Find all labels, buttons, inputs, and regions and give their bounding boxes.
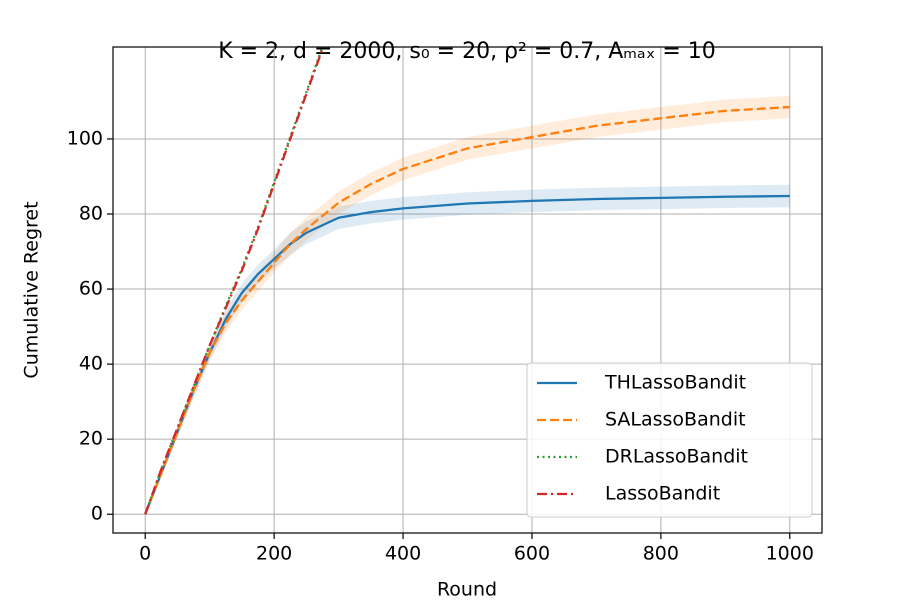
y-tick-label: 0 [91, 503, 103, 525]
x-tick-label: 200 [256, 543, 292, 565]
y-tick-label: 40 [79, 353, 103, 375]
series-line [144, 105, 790, 515]
ticks: 0 200 400 600 800 1000 0 20 40 60 80 100 [67, 127, 814, 564]
plot-area [144, 47, 790, 515]
y-axis-label: Cumulative Regret [21, 201, 43, 378]
series-line [144, 48, 324, 515]
x-tick-label: 800 [643, 543, 679, 565]
grid [113, 47, 822, 533]
x-tick-label: 400 [385, 543, 421, 565]
y-tick-label: 60 [79, 278, 103, 300]
legend: THLassoBandit SALassoBandit DRLassoBandit L… [526, 362, 813, 518]
axes-frame [112, 46, 823, 534]
x-tick-label: 1000 [766, 543, 814, 565]
legend-label: SALassoBandit [605, 409, 746, 431]
legend-label: LassoBandit [605, 483, 720, 505]
legend-label: THLassoBandit [604, 372, 746, 394]
y-tick-label: 80 [79, 203, 103, 225]
legend-label: DRLassoBandit [605, 446, 748, 468]
x-axis-label: Round [437, 579, 497, 601]
x-tick-label: 0 [139, 543, 151, 565]
legend-box [526, 362, 813, 518]
y-tick-label: 100 [67, 127, 103, 149]
x-tick-label: 600 [514, 543, 550, 565]
y-tick-label: 20 [79, 428, 103, 450]
chart-title: K = 2, d = 2000, s₀ = 20, ρ² = 0.7, Aₘₐₓ… [218, 39, 716, 64]
